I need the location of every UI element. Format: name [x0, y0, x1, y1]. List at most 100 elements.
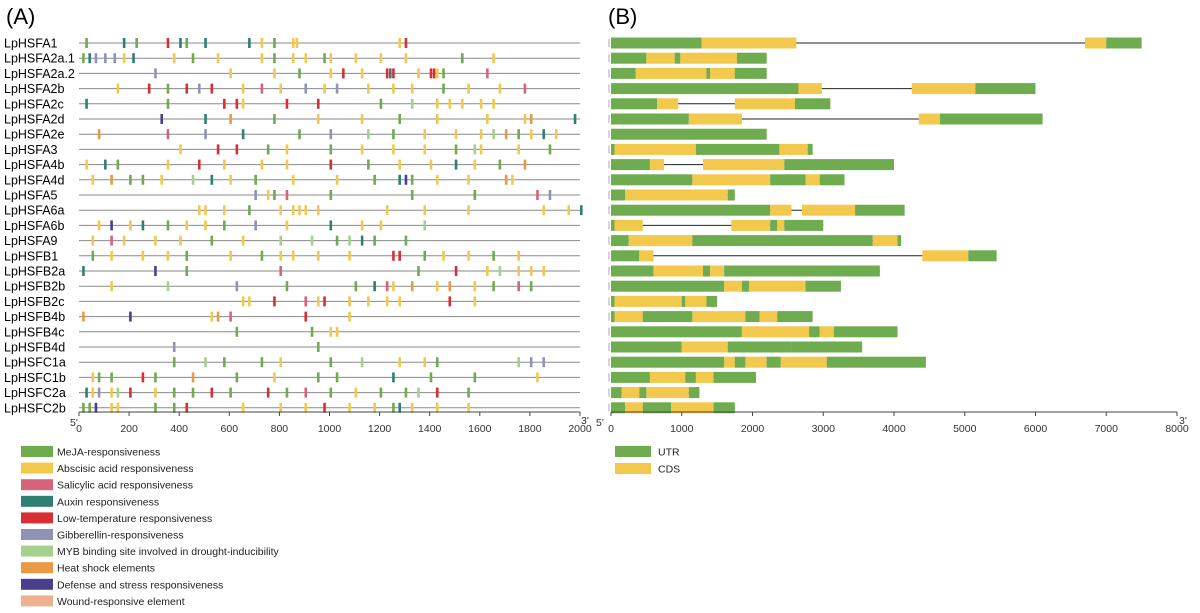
gene-label: LpHSFB2c	[4, 295, 64, 309]
cis-element-mark	[435, 402, 439, 413]
utr-block	[766, 356, 781, 368]
utr-block	[702, 265, 711, 277]
panel-a-tick-label: 1200	[368, 423, 392, 435]
cis-element-mark	[172, 402, 176, 413]
cis-element-mark	[367, 159, 370, 170]
cis-element-mark	[360, 68, 364, 79]
cis-element-mark	[398, 296, 401, 307]
cis-element-mark	[279, 266, 282, 276]
cis-element-mark	[298, 205, 301, 216]
cis-element-mark	[435, 98, 439, 109]
cis-element-mark	[141, 250, 145, 261]
panel-b-tick-label: 7000	[1095, 423, 1119, 435]
cds-block	[710, 67, 735, 79]
cds-block	[625, 402, 643, 414]
cis-element-mark	[392, 281, 395, 292]
cis-element-mark	[417, 68, 420, 79]
cis-element-mark	[82, 311, 85, 322]
utr-block	[736, 52, 767, 64]
cis-element-mark	[542, 205, 546, 216]
utr-block	[611, 159, 650, 171]
gene-label: LpHSFA2e	[4, 128, 65, 142]
cis-element-mark	[116, 402, 120, 413]
cis-element-mark	[479, 129, 483, 140]
cis-element-mark	[486, 68, 489, 79]
cis-element-mark	[536, 372, 539, 383]
cis-element-mark	[360, 114, 364, 124]
cis-element-mark	[166, 220, 170, 231]
cis-element-mark	[548, 144, 552, 155]
cis-element-mark	[273, 372, 276, 383]
utr-block	[611, 128, 767, 140]
cis-element-mark	[291, 250, 295, 261]
cis-element-mark	[580, 205, 583, 216]
cis-element-mark	[216, 311, 220, 322]
cis-element-mark	[154, 235, 157, 246]
panel-b-axis: 5' 3' 0 1000 2000 3000 4000 5000 6000 7000 8000	[596, 411, 1189, 435]
cis-element-mark	[448, 296, 452, 307]
cis-element-mark	[567, 205, 571, 216]
cis-element-mark	[573, 114, 577, 124]
cds-block	[649, 159, 665, 171]
cds-block	[688, 113, 742, 125]
cis-element-mark	[404, 38, 408, 48]
utr-block	[611, 341, 682, 353]
panel-b-gene-structures	[608, 37, 1142, 414]
cis-element-mark	[454, 129, 458, 140]
cis-element-mark	[216, 53, 220, 64]
gene-label: LpHSFB2a	[4, 265, 65, 279]
utr-block	[897, 235, 902, 247]
utr-block	[611, 311, 615, 323]
cds-block	[819, 326, 834, 338]
cis-element-mark	[329, 68, 333, 79]
cis-element-mark	[279, 402, 282, 413]
cis-element-mark	[329, 190, 333, 200]
utr-block	[713, 402, 735, 414]
utr-block	[784, 159, 894, 171]
cds-block	[872, 235, 898, 247]
legend-label: Defense and stress responsiveness	[57, 579, 223, 591]
cis-element-mark	[542, 266, 546, 276]
cis-element-mark	[461, 53, 464, 64]
gene-label: LpHSFA5	[4, 189, 58, 203]
utr-block	[611, 204, 771, 216]
gene-label: LpHSFC2b	[4, 401, 66, 415]
cds-block	[780, 356, 827, 368]
gene-label: LpHSFA4d	[4, 173, 65, 187]
cis-element-mark	[97, 129, 101, 140]
cis-element-mark	[517, 281, 520, 292]
legend-label: Gibberellin-responsiveness	[57, 530, 184, 542]
cis-element-mark	[266, 190, 270, 200]
cis-element-mark	[511, 174, 514, 185]
cis-element-mark	[185, 250, 189, 261]
cis-element-mark	[260, 357, 264, 368]
cis-element-mark	[260, 38, 264, 48]
cis-element-mark	[91, 372, 95, 383]
cis-element-mark	[367, 296, 370, 307]
cis-element-mark	[204, 205, 207, 216]
cis-element-mark	[191, 387, 195, 398]
gene-label: LpHSFA3	[4, 143, 58, 157]
cis-element-mark	[329, 357, 333, 368]
cis-element-mark	[360, 235, 364, 246]
cis-element-mark	[104, 159, 107, 170]
legend-label: MYB binding site involved in drought-ind…	[57, 546, 280, 558]
cis-element-mark	[279, 250, 282, 261]
cis-element-mark	[373, 235, 376, 246]
cis-element-mark	[204, 220, 207, 231]
cis-element-mark	[448, 98, 452, 109]
cis-element-mark	[129, 220, 132, 231]
cis-element-mark	[279, 357, 282, 368]
cis-element-mark	[160, 114, 164, 124]
cis-element-mark	[273, 190, 276, 200]
cis-element-mark	[492, 250, 495, 261]
cis-element-mark	[367, 129, 370, 140]
cis-element-mark	[254, 190, 257, 200]
cis-element-mark	[335, 174, 339, 185]
cis-element-mark	[385, 205, 389, 216]
cds-block	[724, 356, 735, 368]
utr-block	[794, 98, 831, 110]
cds-block	[701, 37, 797, 49]
panel-b-label: (B)	[608, 4, 637, 29]
cis-element-mark	[316, 114, 320, 124]
